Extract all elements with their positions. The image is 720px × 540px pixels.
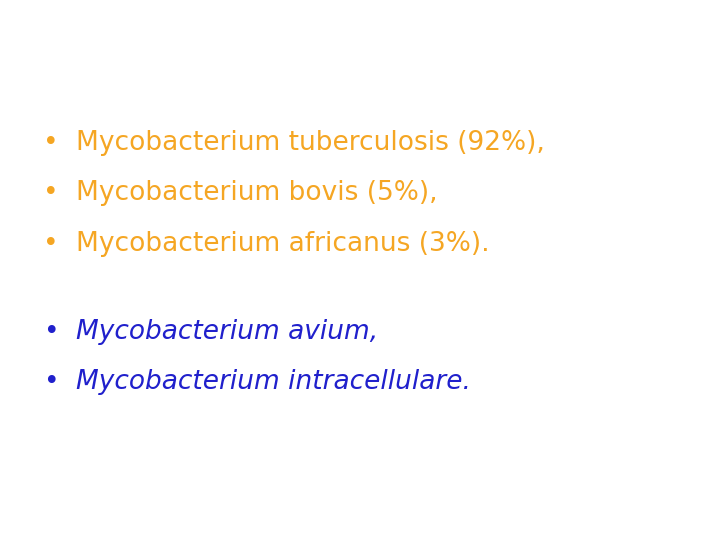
Text: •: • — [42, 130, 58, 156]
Text: •: • — [42, 180, 58, 206]
Text: Mycobacterium africanus (3%).: Mycobacterium africanus (3%). — [76, 231, 489, 256]
Text: •: • — [42, 231, 58, 256]
Text: Mycobacterium tuberculosis (92%),: Mycobacterium tuberculosis (92%), — [76, 130, 544, 156]
Text: •: • — [42, 319, 58, 345]
Text: Mycobacterium avium,: Mycobacterium avium, — [76, 319, 378, 345]
Text: Mycobacterium bovis (5%),: Mycobacterium bovis (5%), — [76, 180, 437, 206]
Text: •: • — [42, 369, 58, 395]
Text: Mycobacterium intracellulare.: Mycobacterium intracellulare. — [76, 369, 470, 395]
